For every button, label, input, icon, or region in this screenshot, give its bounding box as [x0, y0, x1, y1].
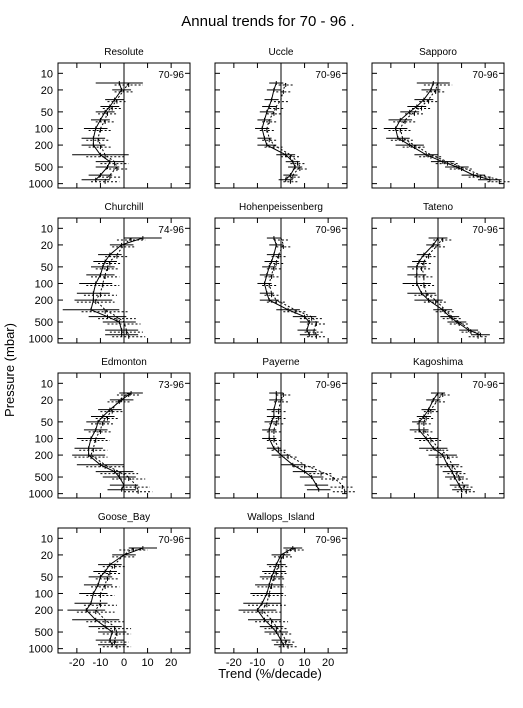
panel-title: Wallops_Island — [247, 512, 314, 523]
figure-title: Annual trends for 70 - 96 . — [181, 13, 354, 30]
panel-title: Churchill — [105, 202, 144, 213]
x-tick-label: -10 — [92, 657, 108, 669]
y-tick-label: 20 — [41, 550, 53, 562]
annotation: 70-96 — [472, 225, 498, 236]
profile-line — [90, 237, 144, 335]
y-axis-label: Pressure (mbar) — [2, 323, 17, 417]
y-tick-label: 500 — [35, 162, 53, 174]
y-tick-label: 100 — [35, 123, 53, 135]
panel-title: Sapporo — [419, 47, 457, 58]
panel: Tateno 70-96 — [371, 202, 505, 344]
annotation: 70-96 — [315, 70, 341, 81]
panel: Goose_Bay 70-96 -20 -10 0 10 20 10 20 50 100 200 500… — [29, 512, 191, 669]
annotation: 70-96 — [315, 380, 341, 391]
y-tick-label: 100 — [35, 278, 53, 290]
y-tick-label: 100 — [35, 588, 53, 600]
panel: Hohenpeissenberg 70-96 — [214, 202, 348, 344]
y-tick-label: 500 — [35, 627, 53, 639]
y-tick-label: 200 — [35, 295, 53, 307]
y-tick-label: 200 — [35, 450, 53, 462]
panel: Wallops_Island 70-96 -20 -10 0 10 20 — [214, 512, 348, 669]
x-tick-label: 20 — [322, 657, 334, 669]
annotation: 70-96 — [315, 535, 341, 546]
y-tick-label: 50 — [41, 262, 53, 274]
profile-line — [266, 82, 301, 180]
profile-line — [90, 392, 139, 490]
annotation: 73-96 — [158, 380, 184, 391]
y-tick-label: 10 — [41, 533, 53, 545]
y-tick-label: 1000 — [29, 334, 53, 346]
panel: Kagoshima 70-96 — [371, 357, 505, 499]
panel-title: Kagoshima — [413, 357, 463, 368]
panel-title: Edmonton — [101, 357, 147, 368]
profile-line — [416, 237, 481, 336]
x-axis-label: Trend (%/decade) — [218, 666, 322, 681]
profile-line — [273, 392, 346, 490]
panel: Churchill 74-96 10 20 50 100 200 500 1000 — [29, 202, 191, 346]
profile-line — [423, 392, 467, 490]
y-tick-label: 200 — [35, 140, 53, 152]
x-tick-label: 20 — [165, 657, 177, 669]
y-tick-label: 100 — [35, 433, 53, 445]
y-tick-label: 10 — [41, 223, 53, 235]
annotation: 74-96 — [158, 225, 184, 236]
panel: Payerne 70-96 — [214, 357, 357, 499]
y-tick-label: 20 — [41, 240, 53, 252]
x-tick-label: -20 — [226, 657, 242, 669]
profile-line — [395, 82, 491, 181]
y-tick-label: 50 — [41, 572, 53, 584]
annotation: 70-96 — [472, 380, 498, 391]
panel-title: Tateno — [423, 202, 453, 213]
profile-line — [97, 82, 130, 181]
x-tick-label: 10 — [141, 657, 153, 669]
annotation: 70-96 — [472, 70, 498, 81]
y-tick-label: 1000 — [29, 179, 53, 191]
profile-line — [399, 82, 500, 181]
y-tick-label: 10 — [41, 378, 53, 390]
profile-line — [88, 392, 132, 490]
panel-title: Hohenpeissenberg — [239, 202, 323, 213]
profile-line — [268, 237, 317, 335]
x-tick-label: -20 — [69, 657, 85, 669]
profile-line — [420, 237, 479, 336]
panel: Edmonton 73-96 10 20 50 100 200 500 1000 — [29, 357, 191, 501]
panel: Resolute 70-96 10 20 50 100 200 500 1000 — [29, 47, 191, 191]
panel-title: Payerne — [262, 357, 300, 368]
y-tick-label: 10 — [41, 68, 53, 80]
x-tick-label: 0 — [121, 657, 127, 669]
profile-line — [95, 547, 134, 645]
panel-title: Resolute — [104, 47, 144, 58]
panel: Uccle 70-96 — [214, 47, 348, 189]
y-tick-label: 1000 — [29, 489, 53, 501]
x-tick-label: 10 — [298, 657, 310, 669]
panel-title: Uccle — [268, 47, 293, 58]
x-tick-label: 0 — [278, 657, 284, 669]
panel: Sapporo 70-96 — [371, 47, 512, 189]
annotation: 70-96 — [158, 535, 184, 546]
annotation: 70-96 — [158, 70, 184, 81]
y-tick-label: 500 — [35, 472, 53, 484]
y-tick-label: 50 — [41, 107, 53, 119]
y-tick-label: 1000 — [29, 644, 53, 656]
y-tick-label: 20 — [41, 85, 53, 97]
annotation: 70-96 — [315, 225, 341, 236]
x-tick-label: -10 — [249, 657, 265, 669]
profile-line — [85, 547, 144, 645]
y-tick-label: 500 — [35, 317, 53, 329]
y-tick-label: 50 — [41, 417, 53, 429]
y-tick-label: 200 — [35, 605, 53, 617]
y-tick-label: 20 — [41, 395, 53, 407]
panel-title: Goose_Bay — [98, 512, 150, 523]
